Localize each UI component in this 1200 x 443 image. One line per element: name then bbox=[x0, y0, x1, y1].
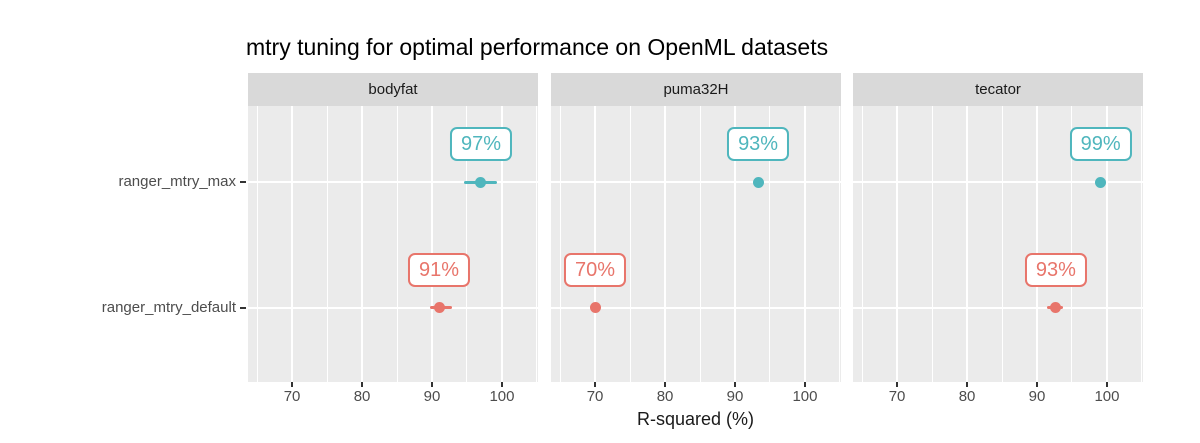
value-label: 97% bbox=[449, 127, 512, 162]
x-axis-title: R-squared (%) bbox=[636, 409, 755, 429]
y-axis-tick bbox=[240, 306, 246, 309]
major-gridline bbox=[853, 306, 1143, 309]
x-axis-tick-label: 80 bbox=[353, 388, 371, 405]
minor-gridline bbox=[839, 106, 841, 382]
major-gridline bbox=[248, 306, 538, 309]
major-gridline bbox=[551, 306, 841, 309]
x-axis-tick-label: 90 bbox=[1028, 388, 1046, 405]
x-axis-tick bbox=[803, 382, 806, 387]
facet-panel: 99% 93% bbox=[853, 106, 1143, 382]
major-gridline bbox=[248, 181, 538, 184]
x-axis-tick bbox=[664, 382, 667, 387]
x-axis-tick-label: 80 bbox=[958, 388, 976, 405]
x-axis-tick bbox=[361, 382, 364, 387]
minor-gridline bbox=[326, 106, 328, 382]
x-axis-tick bbox=[1105, 382, 1108, 387]
minor-gridline bbox=[1001, 106, 1003, 382]
value-label: 93% bbox=[1024, 252, 1087, 287]
minor-gridline bbox=[559, 106, 561, 382]
x-axis-tick-label: 100 bbox=[489, 388, 515, 405]
minor-gridline bbox=[396, 106, 398, 382]
x-axis-tick bbox=[734, 382, 736, 387]
facet-panel: 97% 91% bbox=[248, 106, 538, 382]
value-label: 70% bbox=[564, 252, 627, 287]
facet-panel: 93% 70% bbox=[551, 106, 841, 382]
major-gridline bbox=[803, 106, 806, 382]
data-point bbox=[433, 302, 445, 314]
facet-strip-label: bodyfat bbox=[368, 81, 418, 98]
x-axis-tick bbox=[291, 382, 294, 387]
facet-strip: tecator bbox=[853, 73, 1143, 106]
minor-gridline bbox=[1071, 106, 1073, 382]
x-axis-tick bbox=[594, 382, 597, 387]
minor-gridline bbox=[466, 106, 468, 382]
minor-gridline bbox=[769, 106, 771, 382]
major-gridline bbox=[291, 106, 294, 382]
major-gridline bbox=[896, 106, 899, 382]
x-axis-tick bbox=[431, 382, 433, 387]
minor-gridline bbox=[1141, 106, 1143, 382]
x-axis-tick-label: 70 bbox=[283, 388, 301, 405]
major-gridline bbox=[500, 106, 503, 382]
value-label: 91% bbox=[407, 252, 471, 287]
y-axis-tick bbox=[240, 181, 246, 184]
x-axis-tick bbox=[966, 382, 969, 387]
x-axis-tick-label: 80 bbox=[656, 388, 674, 405]
major-gridline bbox=[734, 106, 736, 382]
minor-gridline bbox=[699, 106, 701, 382]
x-axis-tick bbox=[896, 382, 899, 387]
major-gridline bbox=[361, 106, 364, 382]
data-point bbox=[1050, 302, 1062, 314]
major-gridline bbox=[966, 106, 969, 382]
value-label: 99% bbox=[1069, 127, 1132, 162]
y-axis-category-label: ranger_mtry_default bbox=[101, 298, 236, 316]
data-point bbox=[475, 176, 487, 188]
minor-gridline bbox=[931, 106, 933, 382]
x-axis-tick-label: 90 bbox=[726, 388, 744, 405]
data-point bbox=[752, 176, 764, 188]
major-gridline bbox=[594, 106, 597, 382]
minor-gridline bbox=[861, 106, 863, 382]
x-axis-tick-label: 70 bbox=[888, 388, 906, 405]
facet-strip-label: puma32H bbox=[663, 81, 729, 98]
x-axis-tick bbox=[500, 382, 503, 387]
facet-strip: bodyfat bbox=[248, 73, 538, 106]
x-axis-tick-label: 100 bbox=[792, 388, 818, 405]
facet-strip-label: tecator bbox=[975, 81, 1021, 98]
value-label: 93% bbox=[727, 127, 790, 162]
major-gridline bbox=[1036, 106, 1038, 382]
chart-title: mtry tuning for optimal performance on O… bbox=[246, 34, 829, 60]
data-point bbox=[1095, 176, 1107, 188]
y-axis-category-label: ranger_mtry_max bbox=[118, 173, 236, 191]
major-gridline bbox=[664, 106, 667, 382]
x-axis-tick-label: 90 bbox=[423, 388, 441, 405]
major-gridline bbox=[1105, 106, 1108, 382]
major-gridline bbox=[551, 181, 841, 184]
major-gridline bbox=[853, 181, 1143, 184]
minor-gridline bbox=[629, 106, 631, 382]
facet-strip: puma32H bbox=[551, 73, 841, 106]
minor-gridline bbox=[536, 106, 538, 382]
x-axis-tick bbox=[1036, 382, 1038, 387]
minor-gridline bbox=[256, 106, 258, 382]
x-axis-tick-label: 70 bbox=[586, 388, 604, 405]
data-point bbox=[589, 302, 601, 314]
x-axis-tick-label: 100 bbox=[1094, 388, 1120, 405]
major-gridline bbox=[431, 106, 433, 382]
